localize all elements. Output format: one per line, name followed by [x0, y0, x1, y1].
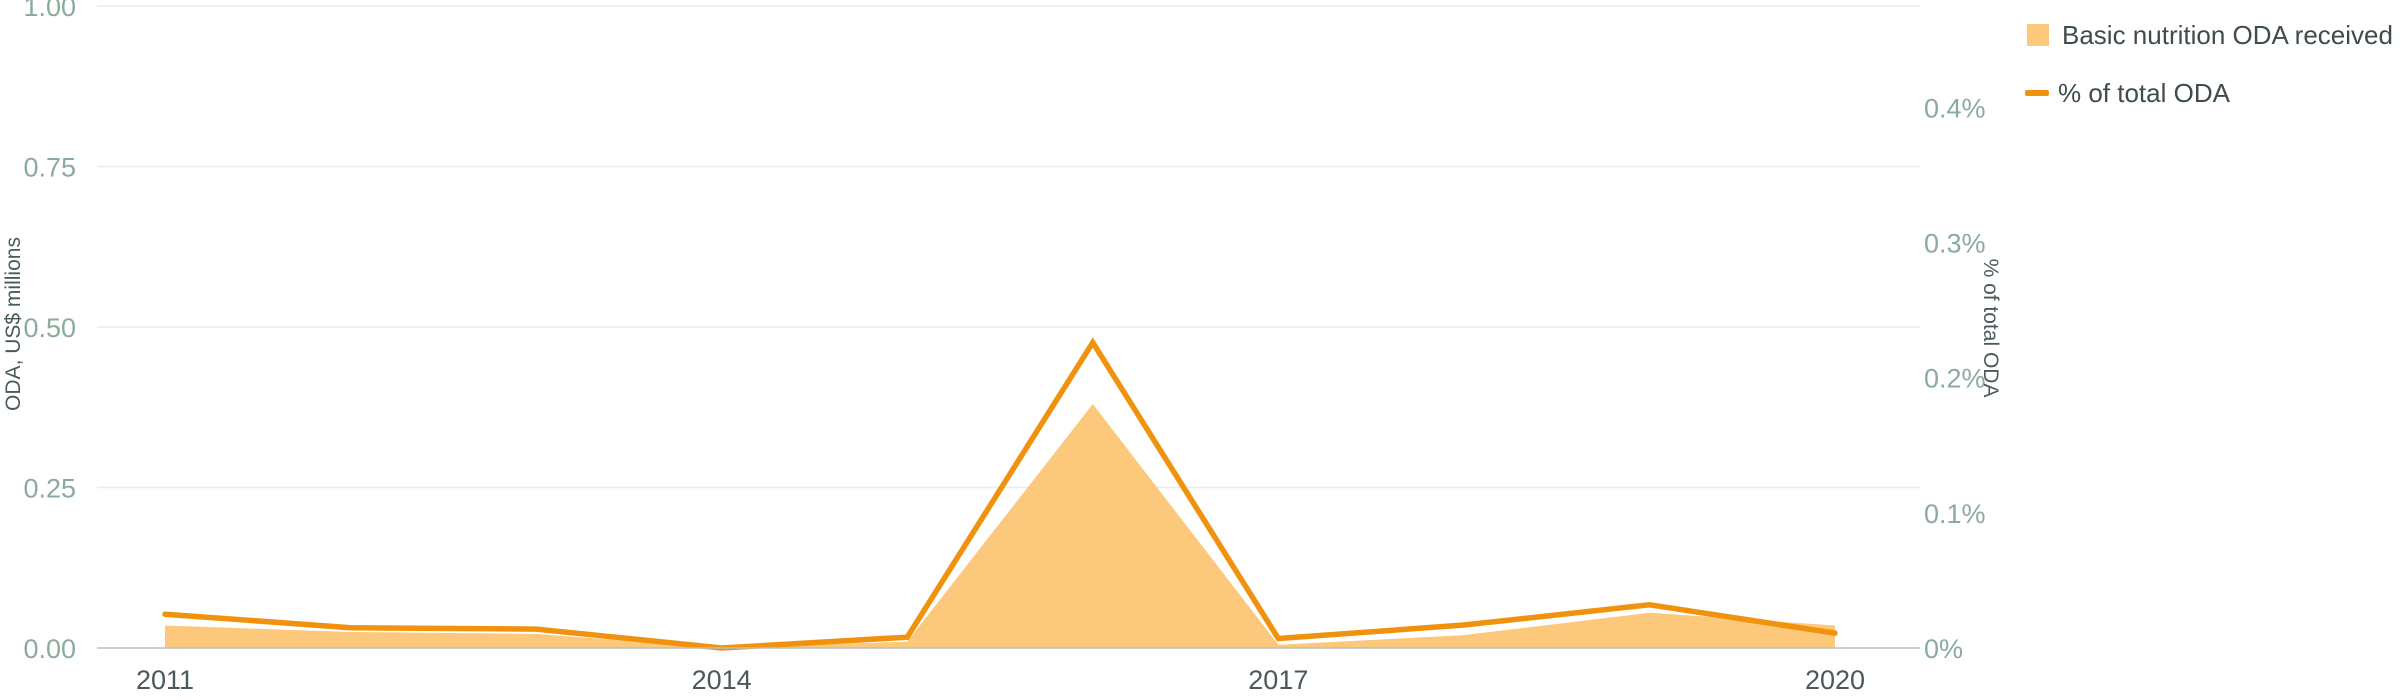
- grid-layer: [97, 5, 1920, 489]
- right-tick-label-3: 0.3%: [1924, 229, 1986, 259]
- left-tick-label-2: 0.50: [23, 313, 76, 343]
- legend-label-area: Basic nutrition ODA received: [2062, 20, 2393, 50]
- axis-layer: 0.00 0.25 0.50 0.75 1.00 0% 0.1% 0.2% 0.3% 0.4% 20…: [23, 0, 1985, 695]
- x-tick-label-3: 2020: [1805, 665, 1865, 695]
- area-layer: [165, 404, 1835, 648]
- legend-item-area[interactable]: Basic nutrition ODA received: [2027, 20, 2393, 50]
- left-axis-title: ODA, US$ millions: [2, 237, 25, 411]
- left-tick-label-3: 0.75: [23, 153, 76, 183]
- right-axis-title: % of total ODA: [1979, 259, 2002, 398]
- left-tick-label-1: 0.25: [23, 474, 76, 504]
- legend: Basic nutrition ODA received % of total …: [2025, 20, 2393, 108]
- line-layer: [162, 337, 1838, 651]
- right-tick-label-4: 0.4%: [1924, 93, 1986, 123]
- x-tick-label-0: 2011: [136, 665, 194, 695]
- legend-swatch-line: [2025, 90, 2049, 96]
- x-tick-label-1: 2014: [692, 665, 752, 695]
- left-tick-label-4: 1.00: [23, 0, 76, 22]
- legend-label-line: % of total ODA: [2058, 78, 2231, 108]
- line-series-percent-total: [162, 337, 1838, 651]
- x-tick-label-2: 2017: [1248, 665, 1308, 695]
- right-tick-label-2: 0.2%: [1924, 364, 1986, 394]
- area-series-basic-nutrition: [165, 404, 1835, 648]
- legend-item-line[interactable]: % of total ODA: [2025, 78, 2231, 108]
- right-tick-label-1: 0.1%: [1924, 499, 1986, 529]
- legend-swatch-area: [2027, 24, 2049, 46]
- right-tick-label-0: 0%: [1924, 634, 1963, 664]
- left-tick-label-0: 0.00: [23, 634, 76, 664]
